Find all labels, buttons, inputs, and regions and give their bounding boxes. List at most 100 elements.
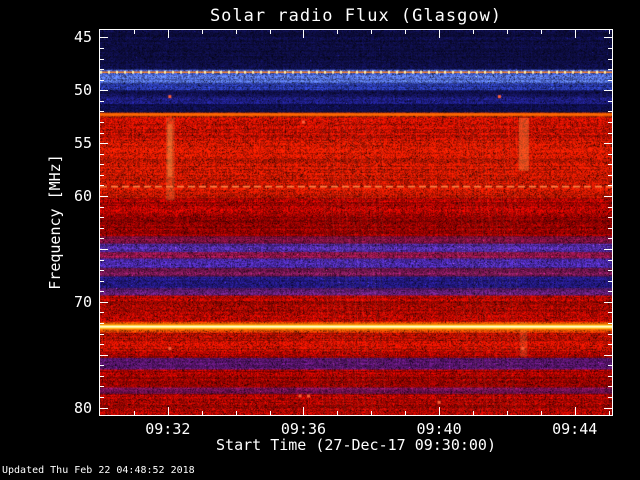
y-tick xyxy=(100,238,104,239)
y-tick xyxy=(100,386,104,387)
y-tick-label: 55 xyxy=(48,134,92,152)
y-tick xyxy=(608,344,612,345)
x-tick xyxy=(236,30,237,34)
y-tick xyxy=(608,122,612,123)
y-tick xyxy=(608,80,612,81)
y-tick xyxy=(100,323,104,324)
y-tick xyxy=(100,228,104,229)
x-tick xyxy=(303,407,304,415)
y-tick xyxy=(100,196,108,197)
x-tick xyxy=(202,411,203,415)
y-tick-label: 70 xyxy=(48,293,92,311)
y-tick xyxy=(608,270,612,271)
x-tick xyxy=(609,411,610,415)
y-tick xyxy=(100,154,104,155)
y-tick xyxy=(100,334,104,335)
y-tick xyxy=(608,323,612,324)
y-tick xyxy=(100,302,108,303)
y-tick xyxy=(608,291,612,292)
y-tick xyxy=(100,260,104,261)
x-tick xyxy=(168,30,169,38)
y-tick xyxy=(604,143,612,144)
chart-title: Solar radio Flux (Glasgow) xyxy=(100,6,612,26)
y-tick xyxy=(608,228,612,229)
y-tick xyxy=(608,59,612,60)
y-tick xyxy=(100,59,104,60)
y-tick xyxy=(604,196,612,197)
x-tick xyxy=(541,411,542,415)
y-tick xyxy=(100,397,104,398)
y-tick xyxy=(608,397,612,398)
x-tick xyxy=(473,411,474,415)
x-tick xyxy=(575,407,576,415)
x-tick xyxy=(134,411,135,415)
y-tick xyxy=(608,260,612,261)
y-tick xyxy=(100,122,104,123)
y-tick xyxy=(604,302,612,303)
x-tick xyxy=(303,30,304,38)
y-tick xyxy=(604,249,612,250)
x-tick xyxy=(541,30,542,34)
x-tick xyxy=(371,30,372,34)
y-tick xyxy=(608,281,612,282)
y-tick xyxy=(608,207,612,208)
y-tick xyxy=(608,334,612,335)
update-timestamp: Updated Thu Feb 22 04:48:52 2018 xyxy=(2,465,195,476)
x-axis-title: Start Time (27-Dec-17 09:30:00) xyxy=(100,436,612,454)
solar-radio-spectrogram-window: Solar radio Flux (Glasgow) Frequency [MH… xyxy=(0,0,640,480)
x-tick xyxy=(270,411,271,415)
y-tick xyxy=(100,111,104,112)
y-tick xyxy=(100,143,108,144)
y-tick xyxy=(100,291,104,292)
y-tick xyxy=(608,312,612,313)
y-tick-label: 45 xyxy=(48,28,92,46)
y-tick xyxy=(608,133,612,134)
x-tick xyxy=(439,407,440,415)
x-tick xyxy=(168,407,169,415)
plot-frame xyxy=(99,29,613,416)
y-tick xyxy=(100,376,104,377)
y-tick xyxy=(100,312,104,313)
x-tick xyxy=(134,30,135,34)
y-tick xyxy=(100,175,104,176)
y-tick xyxy=(100,355,108,356)
y-tick xyxy=(100,48,104,49)
y-tick xyxy=(100,133,104,134)
y-tick-label: 60 xyxy=(48,187,92,205)
y-tick xyxy=(100,90,108,91)
y-tick xyxy=(100,281,104,282)
y-tick xyxy=(608,175,612,176)
y-tick xyxy=(100,164,104,165)
x-tick xyxy=(202,30,203,34)
x-tick xyxy=(405,411,406,415)
y-tick xyxy=(604,90,612,91)
x-tick xyxy=(473,30,474,34)
y-tick xyxy=(608,386,612,387)
y-tick xyxy=(608,69,612,70)
x-tick xyxy=(439,30,440,38)
y-axis-title: Frequency [MHz] xyxy=(46,154,64,289)
y-tick xyxy=(608,217,612,218)
y-tick xyxy=(608,376,612,377)
y-tick xyxy=(604,37,612,38)
y-tick xyxy=(100,101,104,102)
y-tick xyxy=(100,408,108,409)
y-tick xyxy=(608,154,612,155)
y-tick xyxy=(100,69,104,70)
x-tick xyxy=(270,30,271,34)
y-tick xyxy=(100,270,104,271)
x-tick-label: 09:36 xyxy=(281,420,326,438)
y-tick xyxy=(608,48,612,49)
y-tick-label: 80 xyxy=(48,399,92,417)
y-tick xyxy=(608,185,612,186)
y-tick xyxy=(608,101,612,102)
y-tick xyxy=(100,37,108,38)
y-tick-label: 50 xyxy=(48,81,92,99)
y-tick xyxy=(100,207,104,208)
y-tick xyxy=(608,238,612,239)
x-tick-label: 09:32 xyxy=(145,420,190,438)
y-tick xyxy=(100,249,108,250)
y-tick xyxy=(604,408,612,409)
x-tick xyxy=(575,30,576,38)
y-tick xyxy=(100,217,104,218)
